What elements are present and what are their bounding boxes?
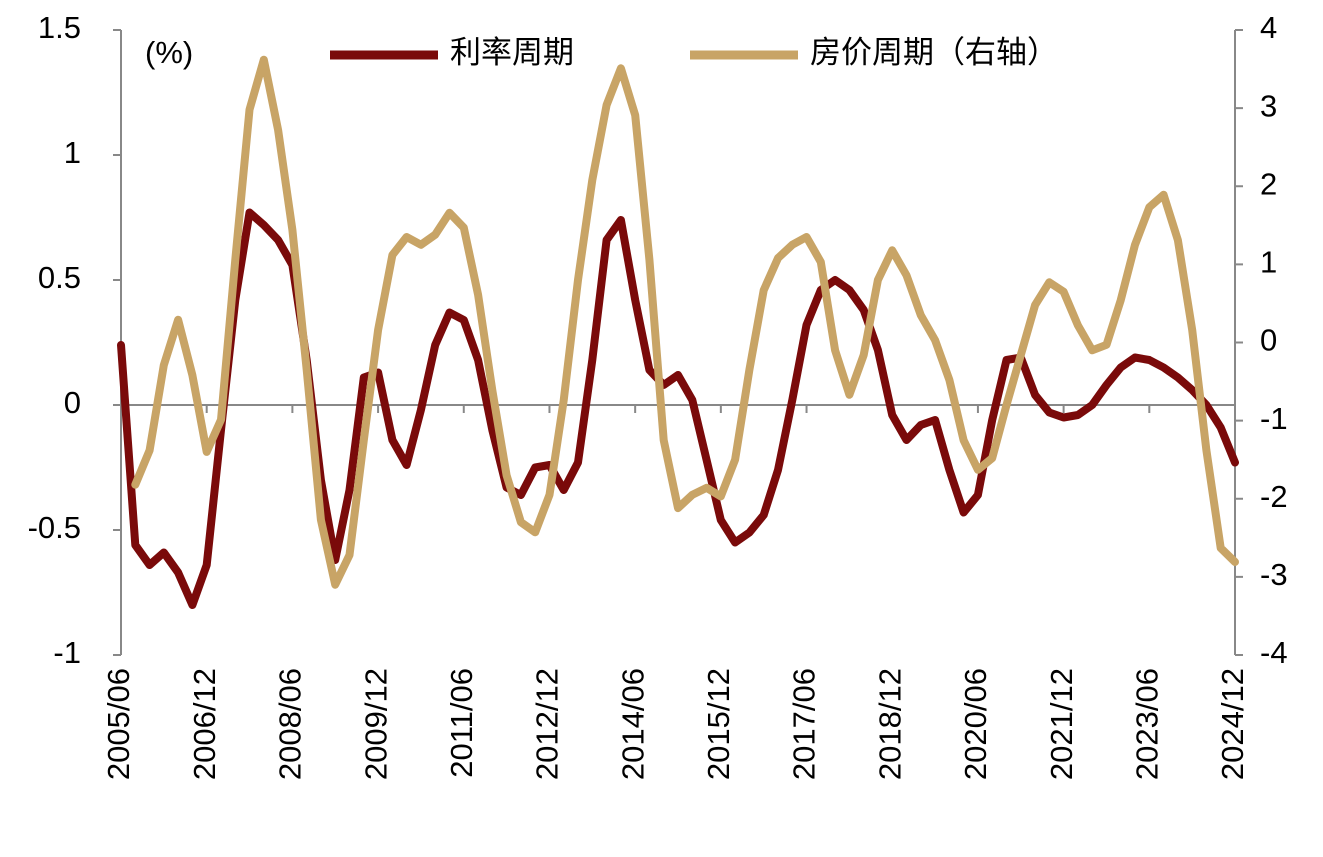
- x-tick-label: 2009/12: [358, 668, 393, 780]
- y-axis-unit: (%): [145, 35, 193, 70]
- x-tick-label: 2012/12: [530, 668, 565, 780]
- legend-label: 利率周期: [450, 35, 574, 70]
- x-tick-label: 2020/06: [958, 668, 993, 780]
- y-tick-label: 0.5: [38, 260, 81, 295]
- x-tick-label: 2024/12: [1215, 668, 1250, 780]
- y2-tick-label: 0: [1260, 323, 1277, 358]
- y-tick-label: -0.5: [28, 510, 81, 545]
- y2-tick-label: 2: [1260, 166, 1277, 201]
- series-line: [131, 55, 1239, 589]
- y2-tick-label: -1: [1260, 401, 1288, 436]
- y2-tick-label: 3: [1260, 88, 1277, 123]
- x-tick-label: 2015/12: [701, 668, 736, 780]
- x-tick-label: 2014/06: [615, 668, 650, 780]
- y2-tick-label: 1: [1260, 245, 1277, 280]
- y-tick-label: 1.5: [38, 10, 81, 45]
- y-tick-label: 1: [64, 135, 81, 170]
- y2-tick-label: -4: [1260, 635, 1288, 670]
- x-tick-label: 2017/06: [787, 668, 822, 780]
- y-tick-label: 0: [64, 385, 81, 420]
- series-line: [117, 208, 1239, 609]
- y2-tick-label: 4: [1260, 10, 1277, 45]
- x-tick-label: 2023/06: [1129, 668, 1164, 780]
- x-tick-label: 2018/12: [872, 668, 907, 780]
- y2-tick-label: -3: [1260, 557, 1288, 592]
- legend-label: 房价周期（右轴）: [810, 35, 1058, 70]
- x-tick-label: 2005/06: [101, 668, 136, 780]
- y-tick-label: -1: [53, 635, 81, 670]
- x-tick-label: 2008/06: [273, 668, 308, 780]
- x-tick-label: 2011/06: [444, 668, 479, 778]
- x-tick-label: 2021/12: [1044, 668, 1079, 780]
- x-tick-label: 2006/12: [187, 668, 222, 780]
- y2-tick-label: -2: [1260, 479, 1288, 514]
